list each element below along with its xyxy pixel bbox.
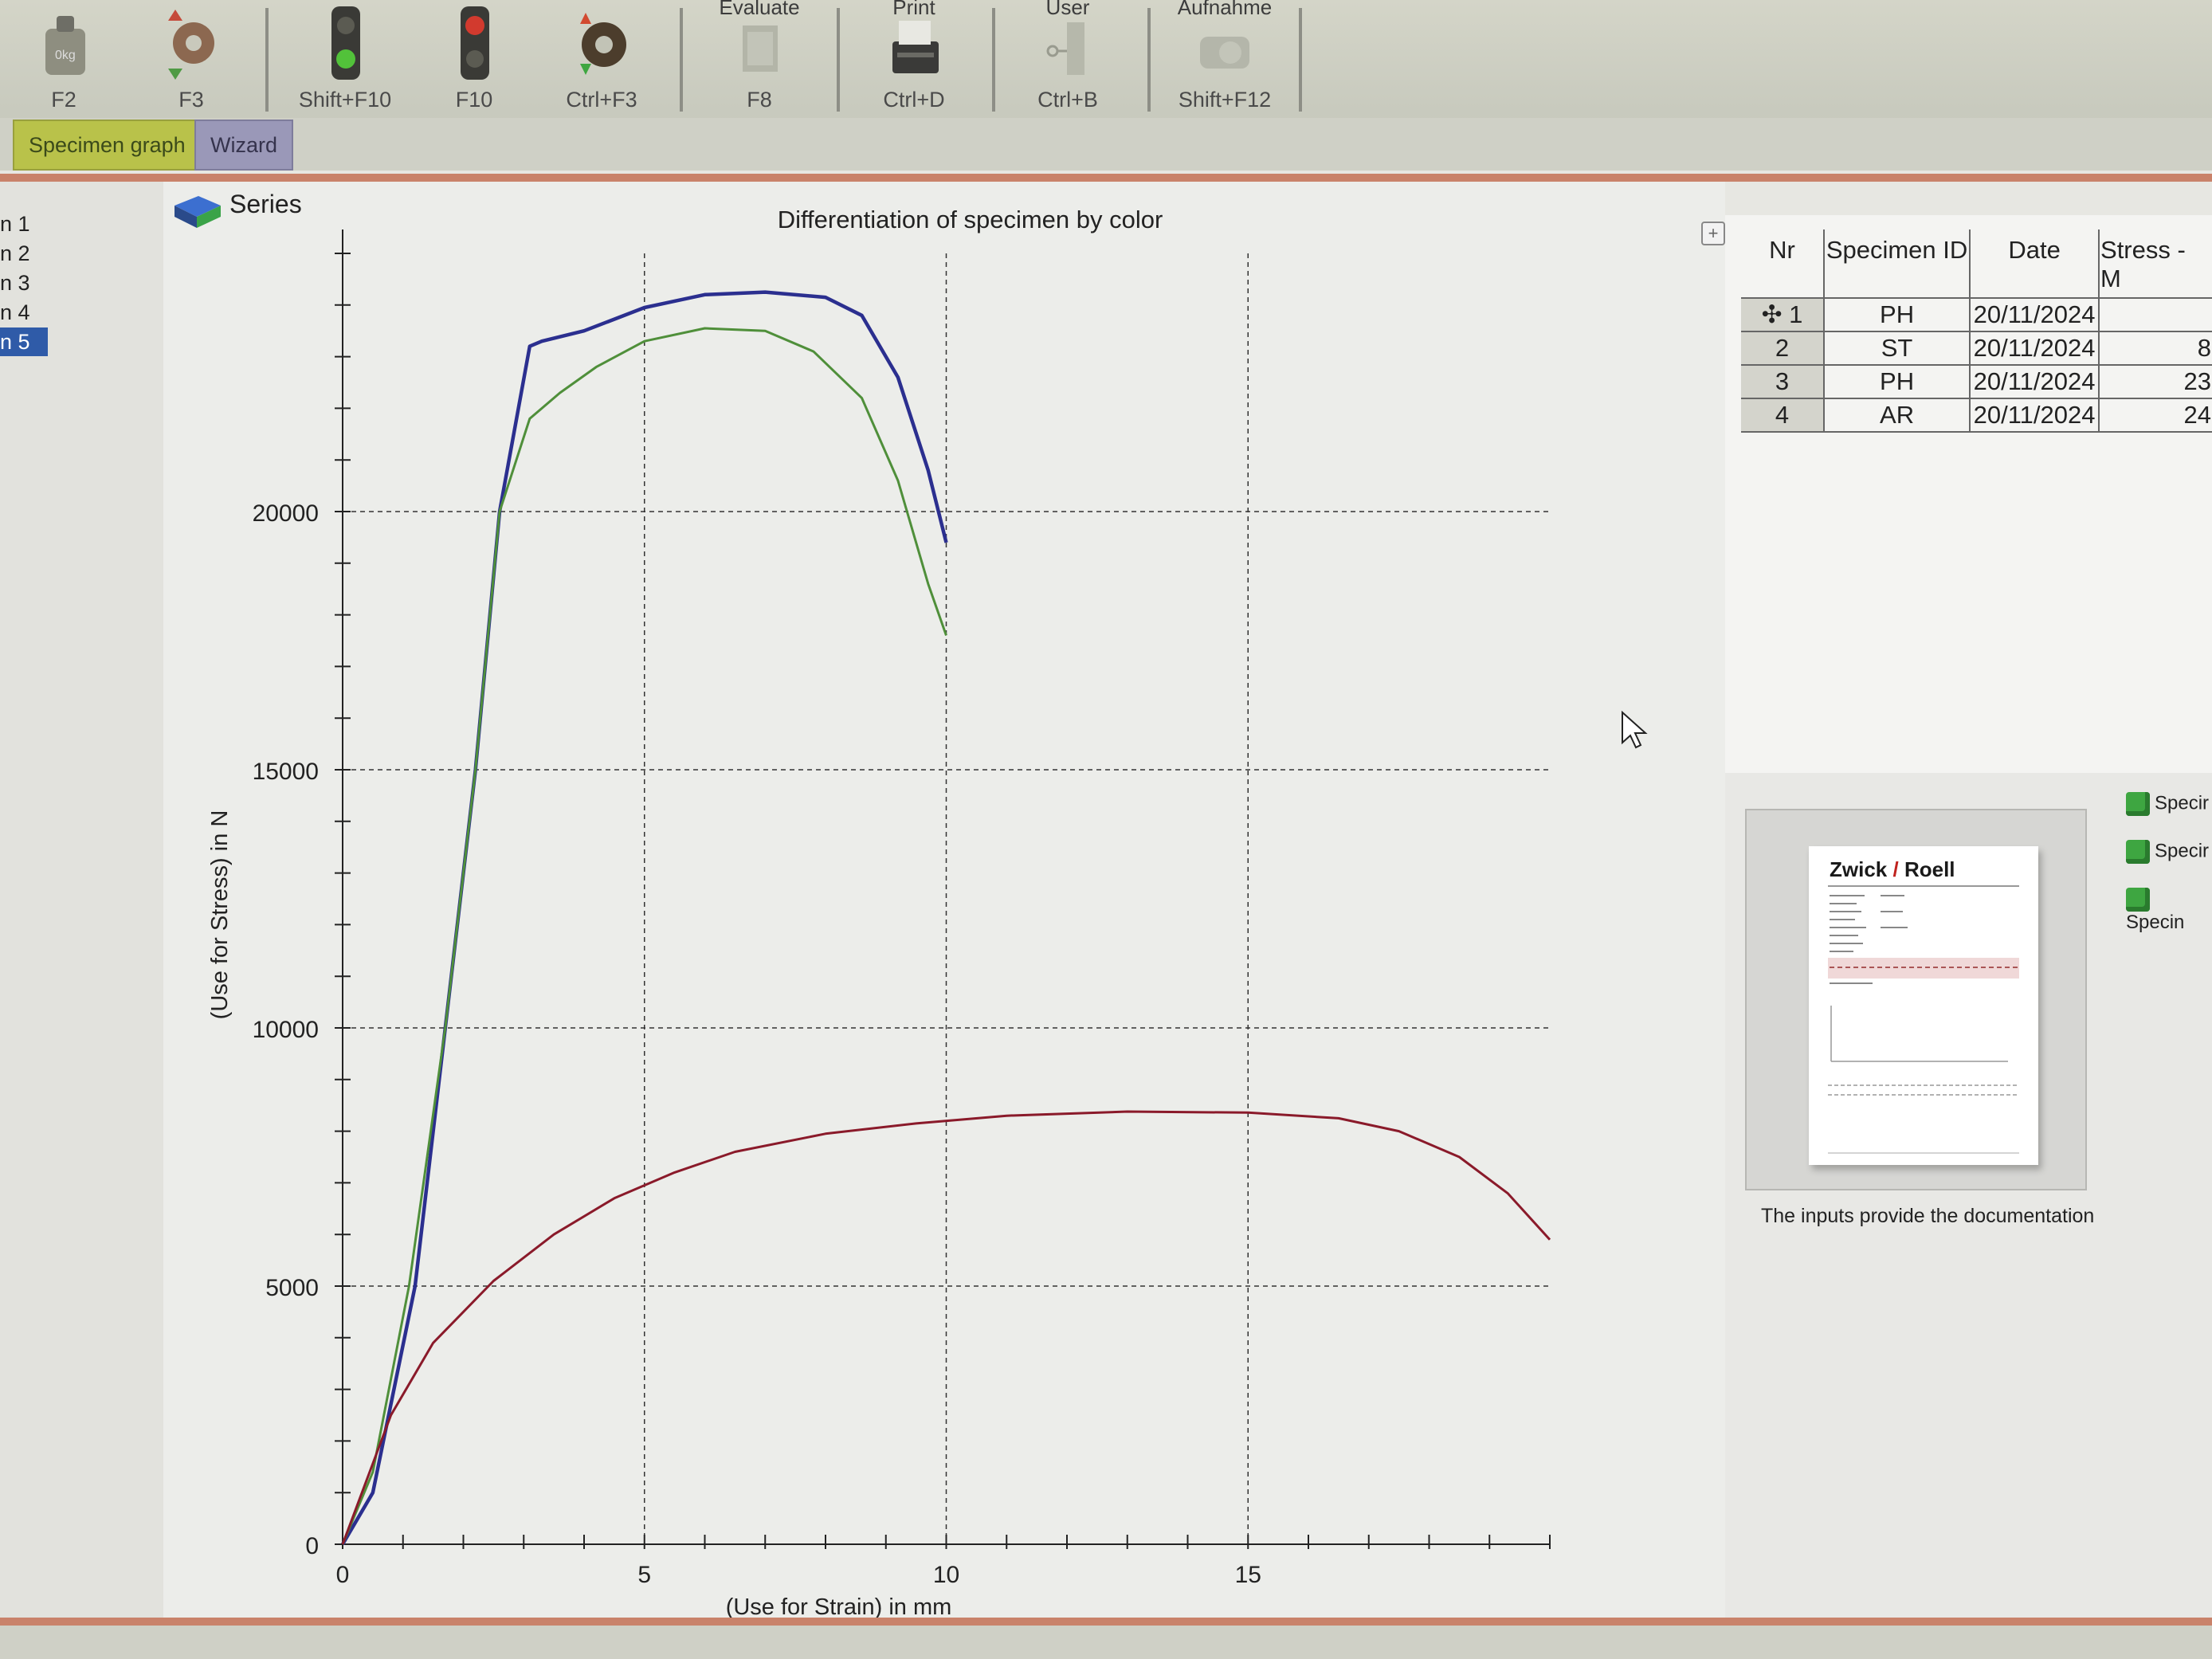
tab-specimen-graph[interactable]: Specimen graph — [13, 120, 202, 171]
accent-divider — [0, 174, 2212, 182]
specimen-list-item[interactable]: Specin — [2126, 888, 2212, 933]
svg-text:0kg: 0kg — [55, 49, 76, 62]
chart-area: 0 5000 10000 15000 20000 0 5 10 15 Differentiatio… — [163, 182, 1725, 1624]
evaluate-icon — [730, 5, 789, 81]
row-nr-value: 1 — [1789, 300, 1803, 328]
row-stress: 24 — [2099, 398, 2212, 433]
table-row[interactable]: 3 PH 20/11/2024 23 — [1741, 365, 2212, 399]
y-tick-label: 20000 — [253, 500, 319, 527]
x-tick-label: 0 — [336, 1562, 350, 1588]
toolbar-separator — [1299, 8, 1302, 112]
toolbar-separator — [992, 8, 995, 112]
table-row[interactable]: ✣ 1 PH 20/11/2024 — [1741, 298, 2212, 332]
toolbar-button-shift-f10[interactable]: Shift+F10 — [285, 0, 405, 120]
toolbar-button-evaluate[interactable]: Evaluate F8 — [719, 0, 800, 112]
toolbar-separator — [265, 8, 269, 112]
y-tick-label: 5000 — [265, 1275, 319, 1301]
status-bar — [0, 1626, 2212, 1659]
series-panel: n 1 n 2 n 3 n 4 n 5 — [0, 182, 163, 1624]
toolbar-button-print[interactable]: Print Ctrl+D — [883, 0, 945, 112]
green-cube-icon — [2126, 888, 2150, 912]
series-line-1[interactable] — [341, 290, 948, 1546]
series-cube-icon — [175, 196, 221, 228]
series-line-2[interactable] — [341, 327, 947, 1545]
row-stress — [2099, 298, 2212, 332]
row-specimen-id: PH — [1823, 298, 1971, 332]
row-date: 20/11/2024 — [1970, 365, 2100, 399]
series-item-5-selected[interactable]: n 5 — [0, 327, 48, 356]
row-nr: 3 — [1741, 365, 1825, 399]
expand-icon[interactable]: + — [1701, 222, 1725, 245]
toolbar-button-f10[interactable]: F10 — [414, 0, 534, 120]
table-row[interactable]: 2 ST 20/11/2024 8 — [1741, 331, 2212, 366]
y-tick-label: 10000 — [253, 1017, 319, 1043]
row-nr: ✣ 1 — [1741, 298, 1825, 332]
settings-gear-icon — [572, 5, 631, 81]
toolbar-separator — [680, 8, 683, 112]
tab-wizard[interactable]: Wizard — [194, 120, 294, 171]
green-cube-icon — [2126, 792, 2150, 816]
x-axis-label: (Use for Strain) in mm — [726, 1594, 952, 1620]
traffic-light-red-icon — [445, 5, 504, 81]
specimen-list-item[interactable]: Specir — [2126, 792, 2209, 824]
row-stress: 8 — [2099, 331, 2212, 366]
series-line-3[interactable] — [341, 1110, 1551, 1545]
toolbar-button-ctrl-f3[interactable]: Ctrl+F3 — [542, 0, 661, 120]
tab-bar — [0, 118, 2212, 171]
gear-arrows-icon — [162, 5, 221, 81]
specimen-list-item[interactable]: Specir — [2126, 840, 2209, 872]
row-specimen-id: AR — [1823, 398, 1971, 433]
weight-icon: 0kg — [34, 5, 93, 81]
bottom-divider — [0, 1618, 2212, 1626]
toolbar-button-user[interactable]: User Ctrl+B — [1037, 0, 1098, 112]
column-header-date[interactable]: Date — [1970, 229, 2100, 299]
row-specimen-id: ST — [1823, 331, 1971, 366]
series-item-3[interactable]: n 3 — [0, 271, 30, 295]
row-nr: 2 — [1741, 331, 1825, 366]
series-item-1[interactable]: n 1 — [0, 212, 30, 236]
series-item-2[interactable]: n 2 — [0, 241, 30, 265]
documentation-caption: The inputs provide the documentation — [1761, 1205, 2095, 1227]
zwick-roell-logo: Zwick / Roell — [1830, 857, 1955, 881]
series-title: Series — [229, 190, 302, 218]
series-item-4[interactable]: n 4 — [0, 300, 30, 324]
row-marker-icon: ✣ — [1761, 300, 1790, 328]
y-tick-label: 15000 — [253, 759, 319, 785]
x-tick-label: 10 — [933, 1562, 959, 1588]
toolbar-button-f3[interactable]: F3 — [131, 0, 251, 120]
row-date: 20/11/2024 — [1970, 398, 2100, 433]
camera-icon — [1195, 5, 1254, 81]
row-specimen-id: PH — [1823, 365, 1971, 399]
traffic-light-green-icon — [316, 5, 375, 81]
toolbar-button-aufnahme[interactable]: Aufnahme Shift+F12 — [1177, 0, 1273, 112]
x-tick-label: 15 — [1235, 1562, 1261, 1588]
printer-icon — [884, 5, 943, 81]
chart-title: Differentiation of specimen by color — [778, 206, 1163, 233]
key-icon — [1038, 5, 1097, 81]
row-date: 20/11/2024 — [1970, 331, 2100, 366]
report-preview-page[interactable]: Zwick / Roell — [1809, 846, 2038, 1165]
specimen-chart[interactable]: 0 5000 10000 15000 20000 0 5 10 15 Differentiatio… — [163, 182, 1725, 1624]
specimen-table: Nr Specimen ID Date Stress - M ✣ 1 PH 20… — [1741, 229, 2212, 433]
toolbar: 0kg F2 F3 Shift+F10 F10 Ctrl+F3 Evaluate… — [0, 0, 2212, 121]
table-row[interactable]: 4 AR 20/11/2024 24 — [1741, 398, 2212, 433]
column-header-nr[interactable]: Nr — [1741, 229, 1825, 299]
column-header-specimen-id[interactable]: Specimen ID — [1823, 229, 1971, 299]
toolbar-separator — [1147, 8, 1151, 112]
row-nr: 4 — [1741, 398, 1825, 433]
x-tick-label: 5 — [637, 1562, 651, 1588]
mouse-cursor-icon — [1622, 711, 1648, 749]
y-tick-label: 0 — [305, 1533, 319, 1559]
row-date: 20/11/2024 — [1970, 298, 2100, 332]
y-axis-label: (Use for Stress) in N — [207, 810, 233, 1020]
green-cube-icon — [2126, 840, 2150, 864]
specimen-table-panel: Nr Specimen ID Date Stress - M ✣ 1 PH 20… — [1725, 215, 2212, 773]
toolbar-separator — [837, 8, 840, 112]
toolbar-button-f2[interactable]: 0kg F2 — [4, 0, 124, 120]
report-preview-lines — [1828, 885, 2019, 1154]
row-stress: 23 — [2099, 365, 2212, 399]
column-header-stress[interactable]: Stress - M — [2099, 229, 2212, 299]
